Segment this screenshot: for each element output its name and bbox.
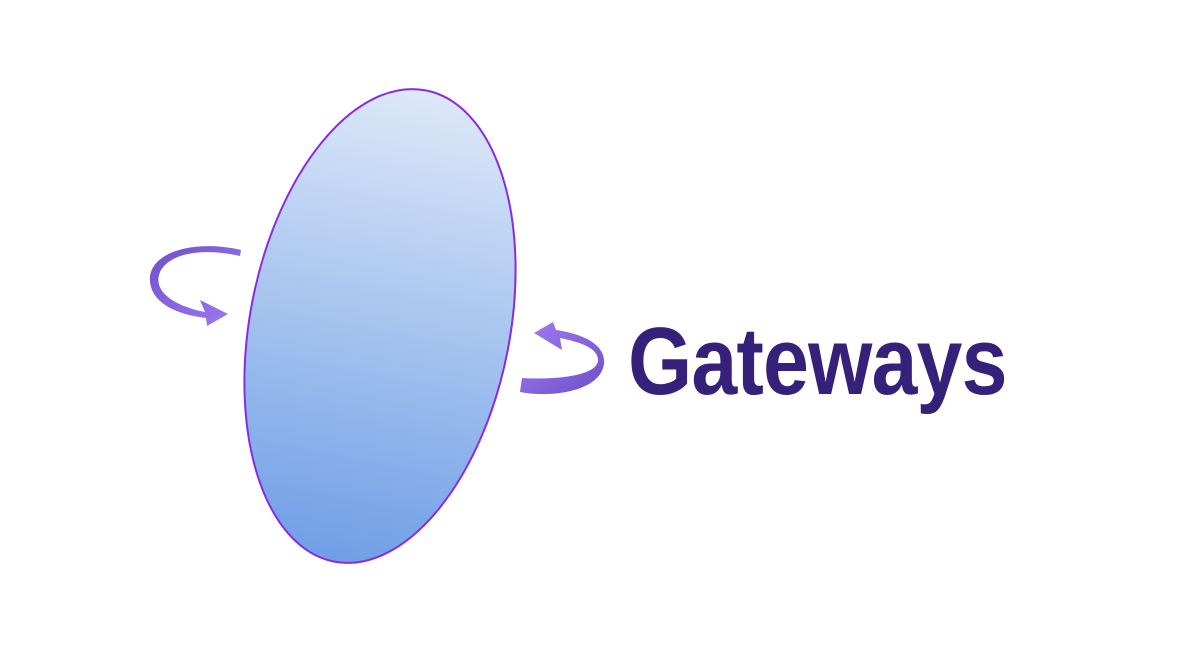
gateways-title: Gateways	[628, 308, 1007, 415]
gateway-portal-icon	[243, 88, 517, 564]
left-rotate-arrow-icon	[149, 246, 241, 326]
right-rotate-arrow-icon	[520, 322, 605, 395]
